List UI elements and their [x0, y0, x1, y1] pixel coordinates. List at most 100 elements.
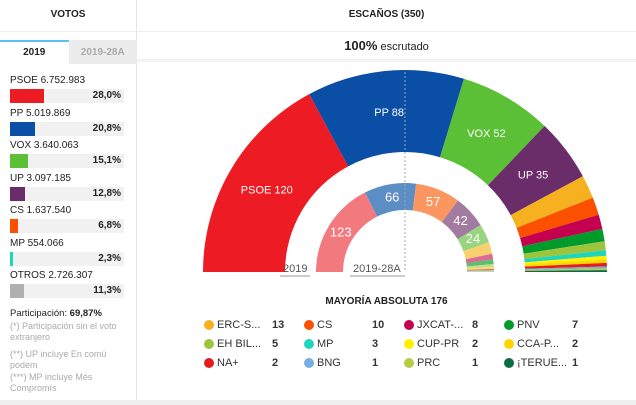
legend-party: BNG — [317, 357, 341, 369]
seat-slice-pp[interactable] — [364, 183, 417, 217]
legend-item: ¡TERUE... 1 — [504, 357, 578, 369]
vote-label: VOX 3.640.063 — [10, 140, 79, 151]
legend-seats: 7 — [572, 319, 579, 331]
slice-label: VOX 52 — [467, 128, 506, 140]
note-up: (**) UP incluye En comú podem — [10, 348, 107, 371]
legend-seats: 1 — [472, 357, 479, 369]
seat-slice-ehbil[interactable] — [466, 264, 494, 269]
seat-slice-psoe[interactable] — [203, 94, 349, 272]
slice-label: 42 — [453, 213, 467, 228]
legend-party: JXCAT-... — [417, 319, 464, 331]
seat-slice-ccap[interactable] — [524, 259, 607, 267]
legend-party: ¡TERUE... — [517, 357, 568, 369]
legend-dot — [204, 358, 214, 368]
legend-seats: 2 — [272, 357, 279, 369]
legend-party: MP — [317, 338, 334, 350]
vote-label: UP 3.097.185 — [10, 172, 71, 184]
seat-slice-erc[interactable] — [463, 242, 493, 260]
vote-bar: 11,3% — [10, 284, 124, 298]
seat-slice-ercs[interactable] — [510, 176, 593, 228]
seat-slice-cs[interactable] — [516, 197, 599, 239]
seat-slice-prc[interactable] — [524, 268, 607, 271]
vote-bar-fill — [10, 219, 19, 233]
vote-bar-fill — [10, 89, 44, 103]
seat-slice-mp[interactable] — [466, 271, 494, 272]
slice-label: 24 — [466, 231, 480, 246]
seat-slice-up[interactable] — [441, 200, 481, 240]
seat-slice-ehbil[interactable] — [523, 241, 606, 260]
seat-slice-pnv[interactable] — [466, 259, 494, 267]
legend-dot — [504, 339, 514, 349]
vote-row: CS 1.637.540 6,8% — [10, 205, 124, 233]
vote-pct: 12,8% — [92, 187, 121, 199]
legend-seats: 2 — [572, 338, 579, 350]
vote-row: PSOE 6.752.983 28,0% — [10, 75, 124, 103]
legend-dot — [304, 358, 314, 368]
legend-dot — [404, 358, 414, 368]
legend-dot — [204, 339, 214, 349]
vote-pct: 6,8% — [98, 220, 121, 231]
seat-slice-na[interactable] — [524, 262, 607, 269]
vote-bar: 15,1% — [10, 154, 124, 168]
seat-slice-up[interactable] — [487, 125, 583, 216]
vote-row: OTROS 2.726.307 11,3% — [10, 270, 124, 298]
vote-bar-fill — [10, 186, 26, 201]
legend-item: PRC 1 — [404, 357, 478, 369]
seat-slice-jxcat[interactable] — [520, 214, 603, 247]
tab-2019-28a[interactable]: 2019-28A — [68, 40, 137, 64]
seat-slice-pnv[interactable] — [522, 228, 605, 254]
seat-slice-jxcat[interactable] — [465, 253, 494, 264]
legend-seats: 1 — [372, 357, 379, 369]
legend-seats: 8 — [472, 319, 479, 331]
vote-row: UP 3.097.185 12,8% — [10, 173, 124, 201]
vote-row: PP 5.019.869 20,8% — [10, 108, 124, 136]
seat-slice-vox[interactable] — [457, 224, 489, 252]
legend-seats: 2 — [472, 338, 479, 350]
slice-label: UP 35 — [518, 169, 548, 181]
legend-dot — [304, 320, 314, 330]
vote-pct: 28,0% — [92, 90, 121, 101]
absolute-majority: MAYORÍA ABSOLUTA 176 — [325, 296, 448, 307]
vote-row: VOX 3.640.063 15,1% — [10, 140, 124, 168]
seat-slice-cca[interactable] — [466, 267, 494, 270]
seat-slice-prc[interactable] — [466, 270, 494, 272]
seat-slice-pp[interactable] — [309, 69, 464, 167]
vote-bar-fill — [10, 284, 24, 298]
legend-dot — [504, 358, 514, 368]
seat-slice-vox[interactable] — [440, 78, 545, 186]
vote-pct: 2,3% — [98, 252, 121, 264]
vote-bar: 28,0% — [10, 89, 124, 103]
legend-party: CUP-PR — [417, 338, 460, 350]
legend-seats: 13 — [272, 319, 285, 331]
vote-bar-fill — [10, 154, 29, 168]
seat-slice-psoe[interactable] — [316, 192, 378, 272]
legend-party: PNV — [517, 319, 540, 331]
legend-dot — [504, 320, 514, 330]
scrutiny-text: escrutado — [377, 41, 429, 53]
slice-label: PSOE 120 — [241, 184, 293, 196]
vote-label: MP 554.066 — [10, 237, 64, 249]
seat-slice-mp[interactable] — [524, 250, 607, 263]
seat-slice-na[interactable] — [466, 268, 494, 271]
legend-dot — [304, 339, 314, 349]
bottom-divider — [0, 400, 636, 405]
seat-slice-bng[interactable] — [524, 266, 607, 270]
legend-seats: 10 — [372, 319, 385, 331]
vote-label: OTROS 2.726.307 — [10, 270, 93, 281]
seat-slice-cs[interactable] — [412, 183, 458, 223]
vote-label: PSOE 6.752.983 — [10, 75, 86, 86]
participation: Participación: 69,87% — [10, 308, 135, 320]
vote-row: MP 554.066 2,3% — [10, 238, 124, 266]
legend-item: CUP-PR 2 — [404, 338, 478, 350]
vote-bar-fill — [10, 121, 35, 136]
vote-bar: 20,8% — [10, 121, 124, 136]
seat-slice-cuppr[interactable] — [524, 255, 607, 265]
note-mp: (***) MP incluye Més Compromís — [10, 371, 93, 394]
tab-2019[interactable]: 2019 — [0, 40, 69, 64]
vote-pct: 11,3% — [93, 285, 121, 296]
scrutiny-pct: 100% — [344, 38, 378, 53]
slice-label: PP 88 — [374, 107, 404, 119]
seat-slice-terue[interactable] — [524, 270, 607, 272]
legend-party: PRC — [417, 357, 441, 369]
legend-party: CS — [317, 319, 333, 331]
